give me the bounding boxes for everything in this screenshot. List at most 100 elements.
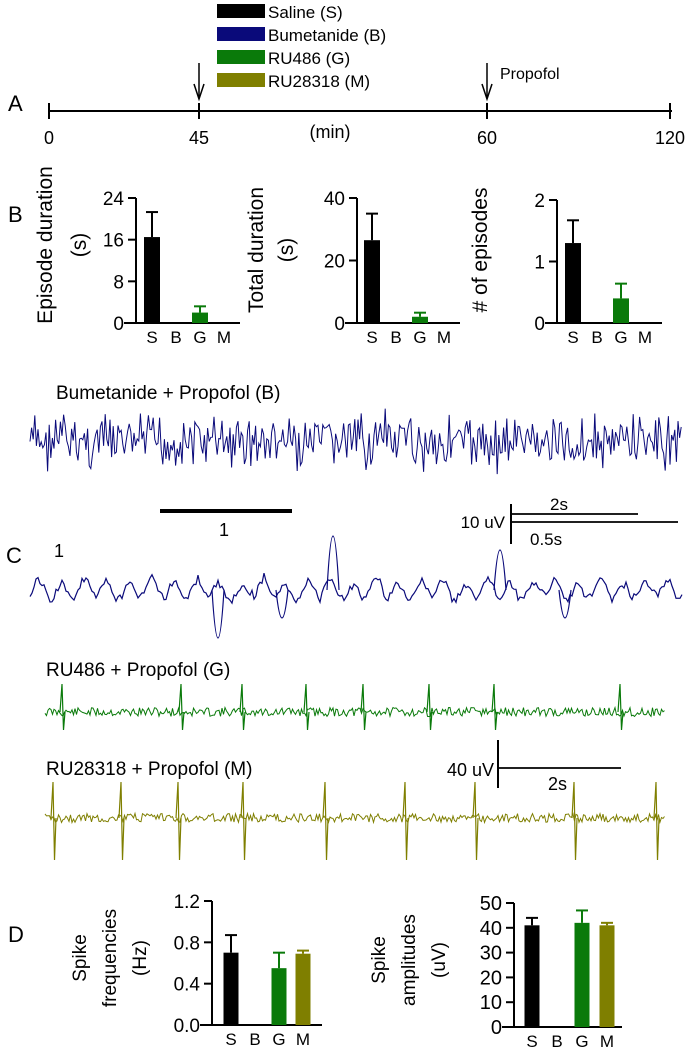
y-tick-label: 0.8 [174,933,200,954]
y-axis-label: Spike [70,934,91,982]
spike [571,781,578,861]
timeline-unit: (min) [310,122,351,142]
legend-label: Saline (S) [268,3,343,22]
y-tick-label: 0 [491,1017,502,1039]
scale-2s-c-label: 2s [548,774,567,794]
y-tick-label: 1 [534,253,545,274]
x-tick-label: M [600,1032,614,1050]
y-axis-label: Episode duration [34,166,57,324]
y-tick-label: 20 [480,967,502,989]
x-tick-label: B [249,1030,260,1049]
trace-title-ru28318: RU28318 + Propofol (M) [46,759,252,780]
y-tick-label: 30 [480,943,502,965]
y-axis-label: frequencies [100,909,121,1007]
bar [192,312,208,323]
legend-label: Bumetanide (B) [268,26,386,45]
legend-label: RU28318 (M) [268,72,370,91]
y-tick-label: 0 [334,314,345,335]
bar-chart: 0 20 40 S B G M Total duration (s) [245,187,460,347]
spike [322,781,329,861]
x-tick-label: S [366,328,377,347]
trace-title-bumetanide: Bumetanide + Propofol (B) [56,383,280,404]
bar-chart: 0 8 16 24 S B G M Episode duration (s) [34,166,240,347]
y-tick-label: 24 [103,189,125,210]
spike [472,781,479,861]
x-tick-label: S [567,328,578,347]
x-tick-label: B [170,328,181,347]
timeline-tick-label: 60 [477,128,497,148]
bar [574,922,590,1027]
y-tick-label: 10 [480,992,502,1014]
panel-label-D: D [8,922,24,947]
bar [613,298,629,323]
trace-spike [326,535,340,591]
x-tick-label: G [272,1030,285,1049]
panel-label-B: B [8,202,23,227]
x-tick-label: G [575,1032,588,1050]
expanded-segment-label: 1 [54,541,64,561]
y-tick-label: 40 [480,918,502,940]
arrow-down-icon [481,83,493,102]
x-tick-label: M [638,328,652,347]
x-tick-label: S [225,1030,236,1049]
propofol-label: Propofol [500,66,560,83]
y-tick-label: 50 [480,893,502,915]
legend-swatch [217,73,265,87]
spike [239,683,246,731]
x-tick-label: M [437,328,451,347]
y-axis-label: # of episodes [469,188,492,313]
x-tick-label: B [390,328,401,347]
panel-label-A: A [8,91,23,116]
x-tick-label: S [146,328,157,347]
y-tick-label: 0.4 [174,975,201,996]
scale-40uv-label: 40 uV [447,760,494,780]
trace-spike [558,589,572,619]
y-axis-label: amplitudes [399,914,420,1006]
bar-chart: 0 1 2 S B G M # of episodes [469,188,662,347]
scale-10uv-label: 10 uV [461,513,506,532]
spike [118,781,125,861]
trace-spike [493,549,507,591]
bar [364,240,380,323]
timeline-tick-label: 45 [189,128,209,148]
y-axis-label: Spike [369,936,390,984]
spike [59,683,66,731]
scale-2s-label: 2s [550,495,568,514]
bar [144,237,160,323]
y-axis-label: (Hz) [130,940,151,976]
spike [303,683,310,731]
legend-swatch [217,4,265,18]
y-axis-label: Total duration [245,187,268,313]
spike [426,683,433,731]
trace-spike [275,589,289,619]
eeg-trace-ru486 [44,705,665,719]
spike [402,781,409,861]
timeline-tick-label: 0 [44,128,54,148]
scale-05s-label: 0.5s [530,530,562,549]
y-tick-label: 40 [324,189,345,210]
spike [617,683,624,731]
eeg-trace-bumetanide [29,408,682,475]
bar-chart: 0.0 0.4 0.8 1.2 S B G M Spike frequencies (Hz) [70,892,322,1049]
panel-label-C: C [6,543,22,568]
bar [565,243,581,323]
spike [50,781,57,861]
x-tick-label: S [526,1032,537,1050]
spike [360,683,367,731]
bar [295,953,311,1025]
legend-swatch [217,50,265,64]
bar [412,316,428,323]
bar [599,925,615,1027]
y-tick-label: 0.0 [174,1016,200,1037]
timeline-tick-label: 120 [655,128,685,148]
legend-label: RU486 (G) [268,49,350,68]
x-tick-label: G [614,328,627,347]
y-tick-label: 8 [113,272,124,293]
x-tick-label: G [193,328,206,347]
segment-label: 1 [219,520,229,540]
y-tick-label: 0 [534,314,545,335]
spike [175,781,182,861]
y-axis-label: (s) [275,238,298,263]
